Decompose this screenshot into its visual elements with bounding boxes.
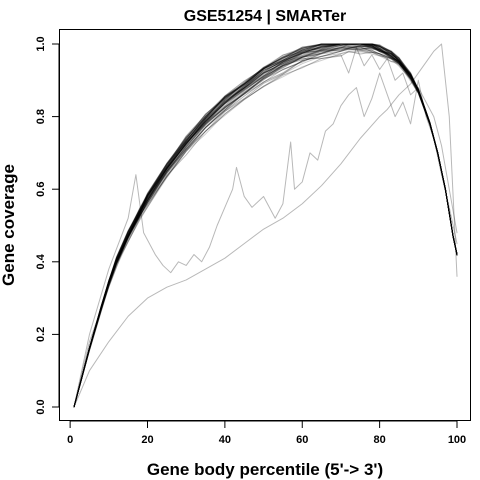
coverage-line <box>73 48 458 408</box>
coverage-line <box>73 43 458 408</box>
coverage-line <box>73 47 458 408</box>
coverage-line <box>73 43 458 408</box>
x-tick-label: 0 <box>67 434 73 446</box>
x-axis: 0 20 40 60 80 100 <box>67 420 466 446</box>
coverage-line <box>73 48 458 408</box>
coverage-lines <box>73 43 458 408</box>
coverage-line <box>73 43 458 408</box>
coverage-line <box>73 43 458 408</box>
coverage-line <box>73 43 458 408</box>
coverage-line <box>73 43 458 408</box>
coverage-line <box>73 43 458 408</box>
coverage-line <box>73 50 458 408</box>
coverage-line <box>73 45 458 408</box>
coverage-line <box>73 45 458 408</box>
coverage-line <box>73 43 458 408</box>
coverage-line <box>73 43 458 408</box>
chart-title: GSE51254 | SMARTer <box>184 8 346 25</box>
coverage-line <box>73 47 458 408</box>
coverage-line <box>73 43 458 408</box>
y-axis-title: Gene coverage <box>0 164 18 286</box>
coverage-line <box>73 43 458 408</box>
coverage-line <box>73 43 458 408</box>
coverage-line <box>73 43 458 408</box>
coverage-line <box>73 43 458 408</box>
coverage-line <box>73 43 458 408</box>
y-axis: 0.0 0.2 0.4 0.6 0.8 1.0 <box>35 36 60 415</box>
outlier-coverage-line <box>73 47 458 408</box>
coverage-line <box>73 43 458 408</box>
y-tick-label: 0.0 <box>35 399 47 414</box>
y-tick-label: 0.4 <box>35 253 47 269</box>
coverage-line <box>73 43 458 408</box>
y-tick-label: 0.2 <box>35 327 47 342</box>
x-tick-label: 20 <box>141 434 153 446</box>
x-axis-title: Gene body percentile (5'-> 3') <box>147 460 383 479</box>
coverage-line <box>73 43 458 408</box>
x-tick-label: 60 <box>296 434 308 446</box>
y-tick-label: 0.8 <box>35 109 47 124</box>
x-tick-label: 40 <box>219 434 231 446</box>
coverage-line <box>73 46 458 408</box>
coverage-line <box>73 43 458 408</box>
coverage-line <box>73 43 458 408</box>
coverage-line <box>73 43 458 408</box>
coverage-line <box>73 46 458 408</box>
coverage-line <box>73 43 458 408</box>
coverage-line <box>73 44 458 408</box>
y-tick-label: 0.6 <box>35 182 47 197</box>
coverage-line <box>73 45 458 408</box>
outlier-coverage-line <box>73 43 458 408</box>
coverage-line <box>73 43 458 408</box>
coverage-line <box>73 43 458 408</box>
coverage-line <box>73 50 458 408</box>
plot-frame <box>59 29 471 421</box>
y-tick-label: 1.0 <box>35 36 47 51</box>
coverage-line <box>73 43 458 408</box>
x-tick-label: 100 <box>448 434 466 446</box>
coverage-line <box>73 43 458 408</box>
coverage-line <box>73 43 458 408</box>
x-tick-label: 80 <box>374 434 386 446</box>
coverage-line <box>73 51 458 408</box>
outlier-coverage-line <box>73 72 458 408</box>
coverage-line <box>73 43 458 408</box>
coverage-line <box>73 45 458 408</box>
